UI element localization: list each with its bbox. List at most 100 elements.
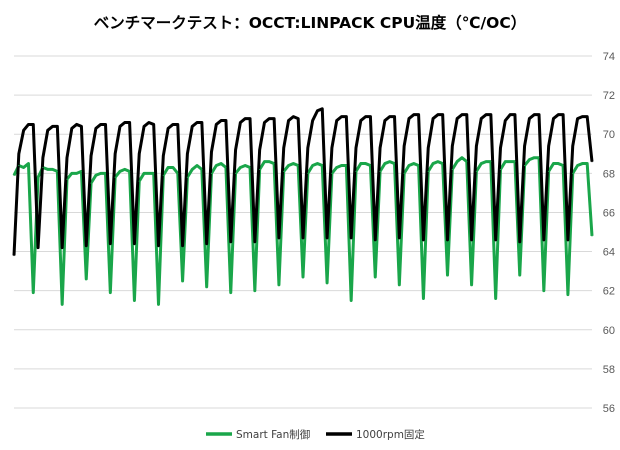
data-point: [23, 129, 25, 131]
data-point: [398, 284, 400, 286]
data-point: [90, 155, 92, 157]
plot-points: [13, 108, 593, 305]
data-point: [167, 166, 169, 169]
data-point: [23, 166, 25, 169]
data-point: [206, 286, 208, 288]
data-point: [485, 114, 487, 116]
data-point: [427, 147, 429, 149]
data-point: [345, 116, 347, 118]
data-point: [451, 168, 453, 171]
data-point: [427, 170, 429, 172]
data-point: [186, 153, 188, 155]
data-point: [27, 123, 30, 126]
data-point: [398, 237, 400, 239]
data-point: [215, 123, 217, 126]
data-point: [153, 172, 155, 174]
legend: Smart Fan制御 1000rpm固定: [206, 428, 425, 441]
data-point: [138, 153, 140, 155]
data-point: [153, 123, 155, 126]
data-point: [263, 121, 266, 124]
data-point: [389, 116, 391, 118]
data-point: [586, 116, 588, 118]
data-point: [451, 145, 453, 147]
data-point: [379, 147, 381, 149]
data-point: [278, 284, 280, 286]
data-point: [336, 166, 338, 169]
data-point: [42, 166, 44, 169]
data-point: [543, 239, 545, 241]
data-point: [307, 172, 309, 174]
data-point: [215, 164, 217, 167]
data-point: [201, 168, 203, 171]
data-point: [523, 145, 526, 147]
series-line-1: [12, 107, 594, 256]
data-point: [124, 168, 126, 171]
data-point: [129, 121, 131, 124]
data-point: [345, 164, 347, 167]
data-point: [162, 174, 164, 176]
data-point: [13, 254, 15, 257]
data-point: [552, 162, 555, 165]
data-point: [365, 116, 367, 118]
data-point: [548, 170, 550, 172]
data-point: [18, 153, 20, 155]
data-point: [567, 293, 569, 296]
data-point: [85, 245, 87, 247]
data-point: [519, 241, 521, 243]
data-point: [138, 180, 140, 182]
data-point: [528, 117, 530, 120]
data-point: [95, 174, 97, 176]
data-point: [374, 276, 376, 278]
data-point: [538, 157, 540, 159]
data-point: [581, 116, 583, 118]
data-point: [13, 174, 15, 176]
data-point: [143, 125, 145, 127]
data-point: [548, 145, 550, 147]
data-point: [567, 239, 569, 241]
data-point: [273, 117, 275, 120]
data-point: [196, 164, 198, 167]
data-point: [586, 162, 588, 165]
data-point: [466, 161, 468, 163]
data-point: [490, 114, 492, 116]
data-point: [442, 114, 444, 116]
data-point: [249, 117, 251, 120]
data-point: [437, 161, 439, 163]
data-point: [418, 114, 420, 116]
data-point: [239, 121, 241, 124]
data-point: [66, 178, 68, 180]
data-point: [27, 162, 30, 165]
data-point: [514, 161, 516, 163]
data-point: [538, 114, 540, 116]
data-point: [148, 172, 150, 174]
data-point: [475, 145, 477, 147]
data-point: [355, 170, 357, 172]
data-point: [186, 176, 188, 178]
data-point: [581, 162, 583, 165]
data-point: [340, 116, 343, 118]
data-point: [109, 243, 111, 245]
y-axis-ticks: 56 58 60 62 64 66 68 70 72 74: [603, 51, 615, 415]
data-point: [321, 108, 323, 110]
data-point: [172, 123, 174, 126]
data-point: [326, 237, 328, 239]
data-point: [543, 290, 545, 292]
data-point: [100, 123, 102, 126]
data-point: [365, 162, 367, 165]
data-point: [379, 170, 381, 172]
data-point: [340, 164, 343, 167]
data-point: [66, 157, 68, 159]
data-point: [456, 161, 458, 163]
data-point: [259, 149, 261, 151]
data-point: [533, 114, 535, 116]
data-point: [109, 292, 111, 294]
data-point: [37, 176, 39, 178]
legend-label-1000rpm: 1000rpm固定: [356, 428, 425, 441]
data-point: [18, 164, 20, 167]
data-point: [422, 239, 425, 241]
data-point: [71, 127, 73, 129]
data-point: [143, 172, 145, 174]
data-point: [32, 123, 34, 126]
data-point: [254, 290, 256, 292]
data-point: [403, 172, 405, 174]
